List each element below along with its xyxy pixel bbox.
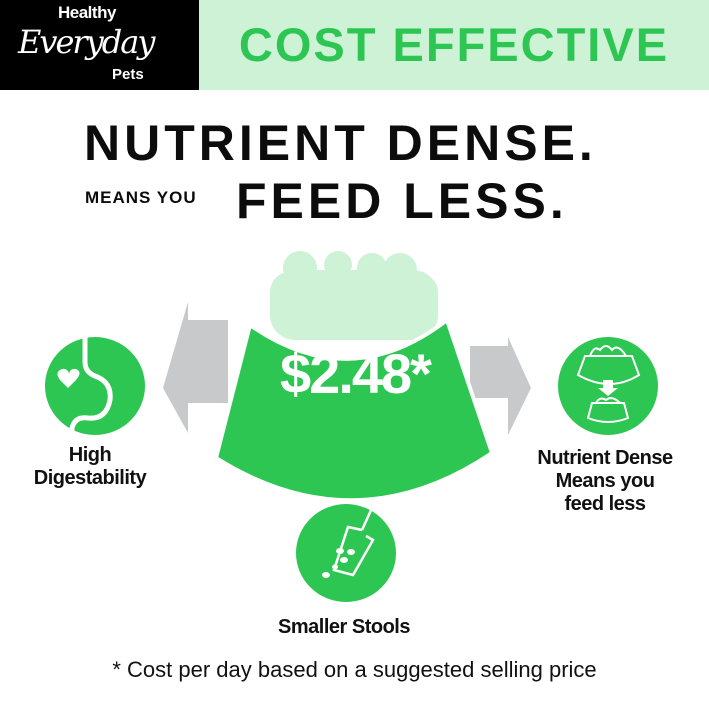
headline-line2: FEED LESS. (236, 173, 568, 229)
footnote: * Cost per day based on a suggested sell… (112, 657, 597, 682)
benefit-label-digestability: High Digestability (10, 444, 170, 490)
logo-text-everyday: Everyday (18, 23, 155, 61)
price-per-day: $2.48* (280, 342, 432, 405)
header-title: COST EFFECTIVE (238, 18, 670, 71)
stool-scoop-icon (296, 504, 396, 602)
headline-line1: NUTRIENT DENSE. (84, 115, 597, 171)
bowl-shrink-icon (558, 337, 658, 435)
benefit-label-line: feed less (564, 493, 646, 515)
header-band (199, 0, 709, 90)
arrow-left-icon (163, 302, 228, 433)
benefit-label-line: Digestability (33, 467, 147, 489)
benefit-label-line: Nutrient Dense (537, 447, 673, 469)
logo-text-healthy: Healthy (58, 3, 116, 22)
benefit-label-nutrient-dense: Nutrient Dense Means you feed less (515, 447, 695, 516)
logo-text-pets: Pets (112, 66, 144, 83)
food-pile-icon (270, 251, 438, 340)
brand-logo: Healthy Everyday Pets (0, 0, 199, 90)
stomach-heart-icon (45, 337, 145, 435)
benefit-label-line: Smaller Stools (278, 616, 410, 638)
benefit-label-line: High (68, 444, 112, 466)
bowl-shape (213, 316, 495, 503)
headline-prefix: MEANS YOU (85, 188, 197, 207)
arrow-right-icon (470, 337, 531, 435)
benefit-label-line: Means you (555, 470, 655, 492)
benefit-label-smaller-stools: Smaller Stools (244, 616, 444, 639)
